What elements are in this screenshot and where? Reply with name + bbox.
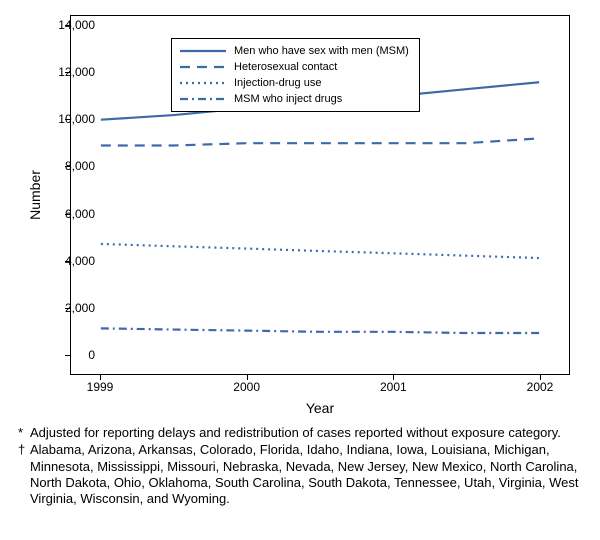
- x-tick-label: 2001: [380, 380, 407, 394]
- legend-row: Injection-drug use: [178, 75, 409, 91]
- figure-container: Number Men who have sex with men (MSM)He…: [0, 0, 600, 540]
- series-line-1: [101, 138, 539, 145]
- y-tick-mark: [65, 214, 70, 215]
- footnote-symbol: †: [18, 442, 25, 458]
- x-tick-label: 1999: [87, 380, 114, 394]
- legend-row: Men who have sex with men (MSM): [178, 43, 409, 59]
- y-tick-mark: [65, 355, 70, 356]
- legend-line-icon: [178, 75, 228, 91]
- legend-row: Heterosexual contact: [178, 59, 409, 75]
- y-tick-mark: [65, 119, 70, 120]
- x-tick-mark: [540, 375, 541, 380]
- x-tick-mark: [100, 375, 101, 380]
- legend-line-icon: [178, 59, 228, 75]
- series-line-2: [101, 244, 539, 258]
- y-tick-mark: [65, 261, 70, 262]
- footnote-text: Alabama, Arizona, Arkansas, Colorado, Fl…: [30, 442, 578, 506]
- y-tick-mark: [65, 166, 70, 167]
- series-line-3: [101, 328, 539, 333]
- footnotes: * Adjusted for reporting delays and redi…: [18, 425, 583, 508]
- chart-legend: Men who have sex with men (MSM) Heterosex…: [171, 38, 420, 112]
- legend-row: MSM who inject drugs: [178, 91, 409, 107]
- footnote-adjustment: * Adjusted for reporting delays and redi…: [18, 425, 583, 441]
- legend-label: Heterosexual contact: [234, 61, 337, 73]
- y-tick-mark: [65, 308, 70, 309]
- footnote-text: Adjusted for reporting delays and redist…: [30, 425, 561, 440]
- legend-line-icon: [178, 91, 228, 107]
- legend-line-icon: [178, 43, 228, 59]
- legend-label: Men who have sex with men (MSM): [234, 45, 409, 57]
- legend-label: MSM who inject drugs: [234, 93, 342, 105]
- x-tick-mark: [393, 375, 394, 380]
- footnote-states: † Alabama, Arizona, Arkansas, Colorado, …: [18, 442, 583, 507]
- x-tick-label: 2000: [233, 380, 260, 394]
- chart-plot-area: Men who have sex with men (MSM) Heterosex…: [70, 15, 570, 375]
- footnote-symbol: *: [18, 425, 23, 441]
- x-axis-label: Year: [70, 400, 570, 416]
- legend-label: Injection-drug use: [234, 77, 321, 89]
- y-tick-mark: [65, 72, 70, 73]
- y-tick-mark: [65, 25, 70, 26]
- x-tick-label: 2002: [527, 380, 554, 394]
- x-tick-mark: [247, 375, 248, 380]
